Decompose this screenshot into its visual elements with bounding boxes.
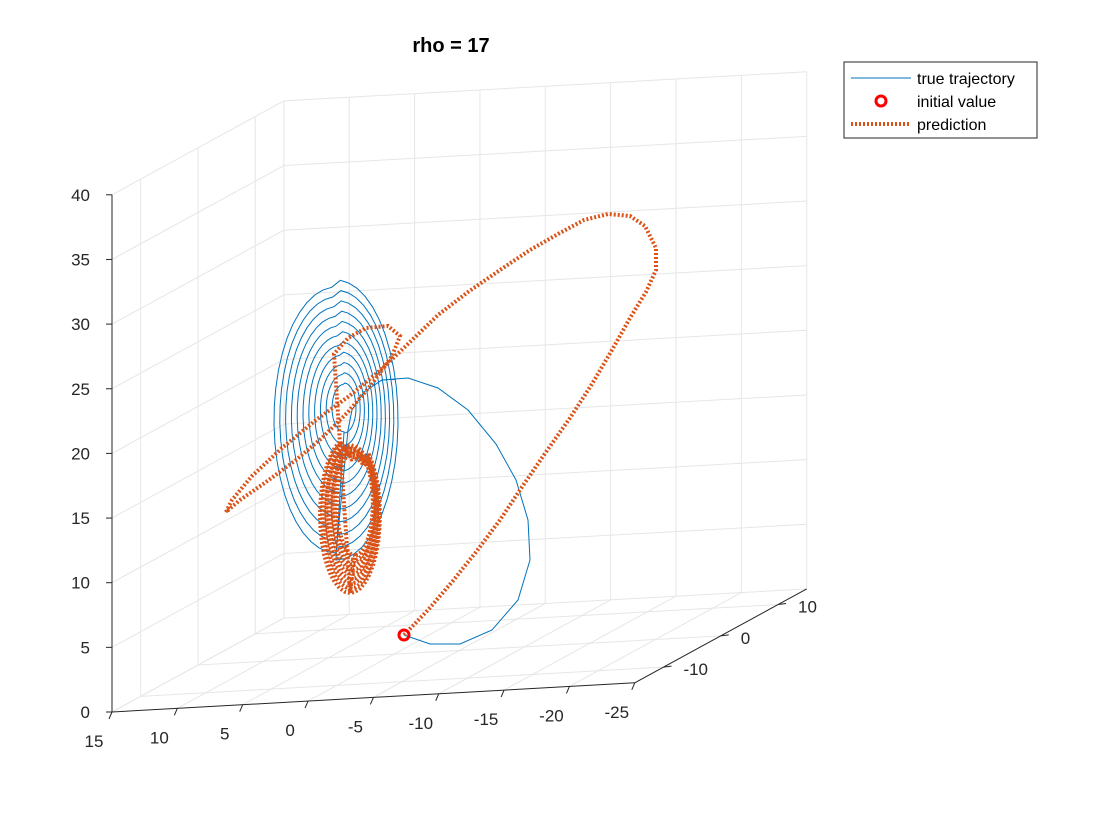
legend-label-prediction: prediction — [917, 117, 986, 134]
x-tick — [239, 704, 244, 712]
grid-line — [111, 100, 285, 196]
x-tick — [369, 697, 374, 705]
tick-labels: 15 10 5 0 -5 -10 -15 -20 -25 -10 0 10 0 5 10 15 20 25 30 35… — [71, 186, 817, 751]
grid-lines — [111, 71, 808, 713]
z-tick-label: 10 — [71, 574, 90, 593]
z-tick-label: 30 — [71, 315, 90, 334]
grid-line — [283, 71, 807, 102]
z-tick-label: 40 — [71, 186, 90, 205]
x-tick — [435, 693, 440, 701]
z-tick-label: 20 — [71, 444, 90, 463]
grid-line — [111, 165, 285, 260]
chart-title: rho = 17 — [412, 35, 489, 57]
x-tick-label: 10 — [150, 728, 169, 747]
initial-value-marker — [397, 628, 411, 642]
x-tick-label: -5 — [348, 717, 363, 736]
z-tick-label: 5 — [81, 638, 90, 657]
y-tick-label: 10 — [798, 598, 817, 617]
x-tick-label: 0 — [285, 721, 294, 740]
grid-line — [283, 200, 807, 231]
grid-line — [111, 229, 285, 325]
legend-swatch-initial-value — [874, 94, 888, 108]
series-prediction — [224, 211, 658, 637]
y-tick — [777, 603, 787, 606]
x-tick-label: -15 — [474, 710, 499, 729]
grid-line — [140, 666, 664, 697]
legend-label-true-trajectory: true trajectory — [917, 71, 1015, 88]
x-tick-label: 5 — [220, 725, 229, 744]
prediction-line — [224, 211, 658, 637]
series-initial-value — [397, 628, 411, 642]
grid-line — [283, 265, 807, 296]
x-tick — [565, 686, 570, 694]
grid-line — [255, 604, 779, 635]
z-tick-label: 35 — [71, 250, 90, 269]
x-tick — [500, 689, 505, 698]
grid-line — [283, 135, 807, 167]
legend: true trajectory initial value prediction — [843, 61, 1038, 139]
legend-label-initial-value: initial value — [917, 94, 996, 111]
grid-line — [197, 635, 721, 666]
y-tick-label: -10 — [683, 660, 708, 679]
grid-line — [111, 553, 285, 648]
y-tick — [720, 634, 729, 637]
series-true-trajectory — [273, 279, 531, 645]
x-tick-label: -20 — [539, 706, 564, 725]
z-tick-label: 0 — [81, 703, 90, 722]
x-tick — [631, 682, 636, 690]
axis-lines — [106, 194, 807, 720]
grid-line — [111, 488, 285, 584]
true-trajectory-line — [273, 279, 531, 645]
z-tick-label: 15 — [71, 509, 90, 528]
x-tick-label: -25 — [605, 703, 630, 722]
grid-line — [111, 294, 285, 390]
y-tick — [663, 665, 672, 668]
grid-line — [283, 394, 807, 425]
x-tick-label: -10 — [408, 714, 433, 733]
x-tick — [108, 711, 113, 720]
grid-line — [111, 359, 285, 454]
x-tick-label: 15 — [85, 732, 104, 751]
z-tick-label: 25 — [71, 380, 90, 399]
grid-line — [111, 423, 285, 519]
x-tick — [173, 708, 178, 716]
y-tick-label: 0 — [741, 629, 750, 648]
x-tick — [304, 700, 309, 709]
